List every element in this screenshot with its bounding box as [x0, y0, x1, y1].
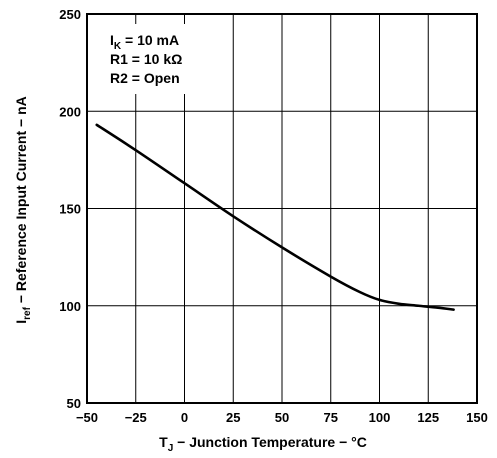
- x-tick-label: −50: [76, 410, 98, 425]
- x-tick-label: 100: [369, 410, 391, 425]
- x-tick-label: 125: [417, 410, 439, 425]
- y-tick-labels: 50 100 150 200 250: [59, 7, 81, 411]
- x-axis-label: TJ − Junction Temperature − °C: [159, 434, 367, 454]
- condition-r1: R1 = 10 kΩ: [110, 51, 182, 67]
- series-layer: [95, 123, 455, 311]
- y-tick-label: 250: [59, 7, 81, 22]
- condition-ik: IK = 10 mA: [110, 32, 179, 52]
- y-axis-label: Iref − Reference Input Current − nA: [13, 96, 33, 324]
- y-tick-label: 100: [59, 299, 81, 314]
- x-tick-label: 75: [324, 410, 338, 425]
- y-tick-label: 200: [59, 104, 81, 119]
- x-tick-label: 25: [226, 410, 240, 425]
- plot-frame: [86, 13, 478, 404]
- series-line: [95, 123, 455, 311]
- y-tick-label: 150: [59, 202, 81, 217]
- x-tick-label: −25: [125, 410, 147, 425]
- conditions-box: [101, 24, 209, 94]
- x-tick-label: 50: [275, 410, 289, 425]
- x-tick-label: 150: [466, 410, 488, 425]
- x-tick-label: 0: [181, 410, 188, 425]
- condition-r2: R2 = Open: [110, 70, 180, 86]
- y-tick-label: 50: [67, 396, 81, 411]
- x-tick-labels: −50 −25 0 25 50 75 100 125 150: [76, 410, 488, 425]
